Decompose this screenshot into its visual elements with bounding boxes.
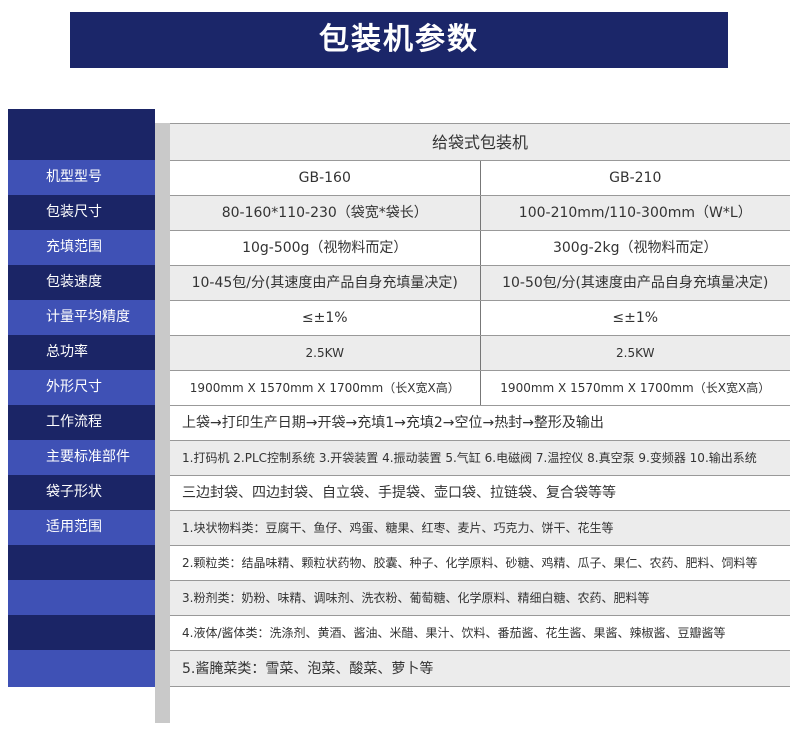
- cell-text: 4.液体/酱体类：洗涤剂、黄酒、酱油、米醋、果汁、饮料、番茄酱、花生酱、果酱、辣…: [182, 626, 726, 640]
- table-row: GB-160 GB-210: [170, 160, 790, 195]
- row-label: 机型型号: [8, 160, 155, 195]
- row-label: 总功率: [8, 335, 155, 370]
- table-row: 10-45包/分(其速度由产品自身充填量决定) 10-50包/分(其速度由产品自身…: [170, 265, 790, 300]
- cell-c2: 1900mm X 1570mm X 1700mm（长X宽X高）: [479, 371, 791, 405]
- cell-c1: 2.5KW: [305, 346, 344, 360]
- page-title: 包装机参数: [70, 12, 728, 68]
- row-label: 袋子形状: [8, 475, 155, 510]
- table-row: 2.颗粒类：结晶味精、颗粒状药物、胶囊、种子、化学原料、砂糖、鸡精、瓜子、果仁、…: [170, 545, 790, 580]
- cell-c2: ≤±1%: [479, 301, 791, 335]
- column-shadow: [155, 123, 170, 723]
- cell-text: 1.块状物料类：豆腐干、鱼仔、鸡蛋、糖果、红枣、麦片、巧克力、饼干、花生等: [182, 521, 614, 535]
- table-row: 10g-500g（视物料而定） 300g-2kg（视物料而定）: [170, 230, 790, 265]
- cell-c1: 10g-500g（视物料而定）: [242, 240, 408, 256]
- cell-text: 三边封袋、四边封袋、自立袋、手提袋、壶口袋、拉链袋、复合袋等等: [182, 485, 616, 501]
- row-label: [8, 615, 155, 650]
- table-row: 4.液体/酱体类：洗涤剂、黄酒、酱油、米醋、果汁、饮料、番茄酱、花生酱、果酱、辣…: [170, 615, 790, 650]
- row-label: 充填范围: [8, 230, 155, 265]
- table-row: 1.块状物料类：豆腐干、鱼仔、鸡蛋、糖果、红枣、麦片、巧克力、饼干、花生等: [170, 510, 790, 545]
- cell-text: 3.粉剂类：奶粉、味精、调味剂、洗衣粉、葡萄糖、化学原料、精细白糖、农药、肥料等: [182, 591, 650, 605]
- cell-c2: 300g-2kg（视物料而定）: [479, 231, 791, 265]
- label-header-cell: [8, 109, 155, 160]
- cell-c2: 10-50包/分(其速度由产品自身充填量决定): [479, 266, 791, 300]
- row-label: 包装速度: [8, 265, 155, 300]
- cell-c1: ≤±1%: [301, 310, 348, 326]
- cell-c2: 100-210mm/110-300mm（W*L）: [479, 196, 791, 230]
- row-label: [8, 545, 155, 580]
- cell-c1: 1900mm X 1570mm X 1700mm（长X宽X高）: [189, 381, 460, 395]
- cell-c1: 10-45包/分(其速度由产品自身充填量决定): [191, 275, 458, 291]
- row-label: 主要标准部件: [8, 440, 155, 475]
- cell-text: 2.颗粒类：结晶味精、颗粒状药物、胶囊、种子、化学原料、砂糖、鸡精、瓜子、果仁、…: [182, 556, 758, 570]
- table-row: 2.5KW 2.5KW: [170, 335, 790, 370]
- row-label: 工作流程: [8, 405, 155, 440]
- cell-text: 5.酱腌菜类：雪菜、泡菜、酸菜、萝卜等: [182, 661, 434, 677]
- row-label: 计量平均精度: [8, 300, 155, 335]
- table-row: 3.粉剂类：奶粉、味精、调味剂、洗衣粉、葡萄糖、化学原料、精细白糖、农药、肥料等: [170, 580, 790, 615]
- cell-c2: 2.5KW: [479, 336, 791, 370]
- spec-table: 给袋式包装机 GB-160 GB-210 80-160*110-230（袋宽*袋长）…: [170, 123, 790, 687]
- table-row: 三边封袋、四边封袋、自立袋、手提袋、壶口袋、拉链袋、复合袋等等: [170, 475, 790, 510]
- row-label: 外形尺寸: [8, 370, 155, 405]
- cell-c1: GB-160: [298, 170, 351, 186]
- table-row: 5.酱腌菜类：雪菜、泡菜、酸菜、萝卜等: [170, 650, 790, 687]
- table-row: 80-160*110-230（袋宽*袋长） 100-210mm/110-300mm…: [170, 195, 790, 230]
- label-column: 机型型号 包装尺寸 充填范围 包装速度 计量平均精度 总功率 外形尺寸 工作流程 主要标准部件袋…: [8, 109, 155, 687]
- table-row: 上袋→打印生产日期→开袋→充填1→充填2→空位→热封→整形及输出: [170, 405, 790, 440]
- row-label: 包装尺寸: [8, 195, 155, 230]
- cell-c1: 80-160*110-230（袋宽*袋长）: [221, 205, 428, 221]
- table-header-row: 给袋式包装机: [170, 123, 790, 160]
- table-row: ≤±1% ≤±1%: [170, 300, 790, 335]
- row-label: [8, 580, 155, 615]
- row-label: [8, 650, 155, 687]
- table-row: 1.打码机 2.PLC控制系统 3.开袋装置 4.振动装置 5.气缸 6.电磁阀…: [170, 440, 790, 475]
- row-label: 适用范围: [8, 510, 155, 545]
- table-row: 1900mm X 1570mm X 1700mm（长X宽X高） 1900mm X …: [170, 370, 790, 405]
- cell-text: 1.打码机 2.PLC控制系统 3.开袋装置 4.振动装置 5.气缸 6.电磁阀…: [182, 451, 757, 465]
- cell-c2: GB-210: [479, 161, 791, 195]
- cell-text: 上袋→打印生产日期→开袋→充填1→充填2→空位→热封→整形及输出: [182, 415, 604, 431]
- table-header: 给袋式包装机: [431, 133, 528, 152]
